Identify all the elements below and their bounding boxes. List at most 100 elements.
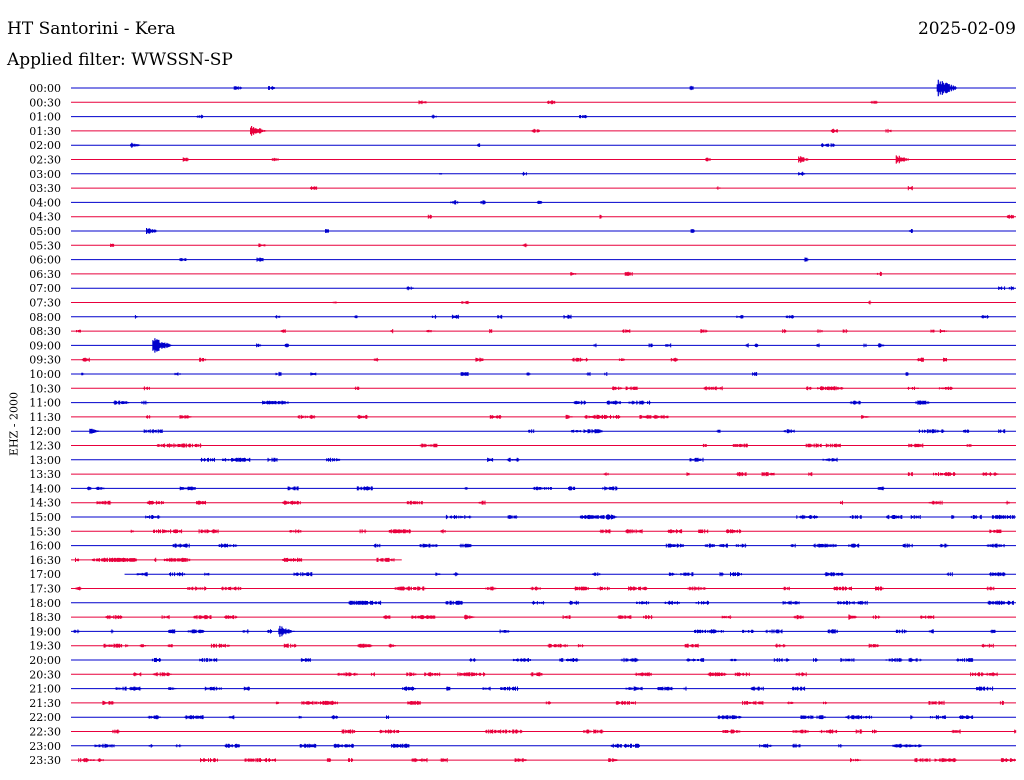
seismic-event [139,644,150,648]
time-tick-label: 10:00 [29,368,61,381]
time-tick-label: 08:30 [29,325,61,338]
noise-burst [477,143,835,148]
noise-burst [179,257,809,262]
time-tick-label: 21:30 [29,697,61,710]
time-tick-label: 07:30 [29,297,61,310]
time-tick-label: 09:30 [29,354,61,367]
time-tick-label: 11:30 [29,411,61,424]
noise-burst [94,743,922,748]
time-tick-label: 11:00 [29,397,61,410]
noise-burst [105,615,935,620]
seismic-event [798,156,813,163]
time-tick-label: 14:00 [29,482,61,495]
time-tick-label: 20:00 [29,654,61,667]
time-tick-label: 15:30 [29,525,61,538]
seismic-event [574,658,585,662]
noise-burst [406,286,1014,291]
noise-burst [570,271,882,276]
noise-burst [156,443,972,448]
noise-burst [182,157,711,162]
noise-burst [81,371,909,377]
time-tick-label: 23:30 [29,754,61,767]
time-tick-label: 16:00 [29,540,61,553]
time-tick-label: 17:00 [29,568,61,581]
noise-burst [256,343,885,348]
time-tick-label: 09:00 [29,339,61,352]
time-tick-label: 07:00 [29,282,61,295]
noise-burst [531,128,892,133]
time-tick-label: 01:30 [29,125,61,138]
noise-burst [75,557,395,562]
time-tick-label: 00:30 [29,96,61,109]
seismic-event [168,687,179,690]
station-title: HT Santorini - Kera [7,19,176,39]
noise-burst [143,429,1006,434]
noise-burst [110,243,528,248]
noise-burst [200,457,838,462]
time-tick-label: 20:30 [29,668,61,681]
time-tick-label: 15:00 [29,511,61,524]
seismic-event [146,228,160,234]
seismic-event [939,329,950,333]
time-tick-label: 19:00 [29,625,61,638]
seismic-event [152,338,174,353]
time-tick-label: 21:00 [29,683,61,696]
noise-burst [134,314,989,319]
seismic-event [895,155,911,164]
noise-burst [76,329,935,334]
noise-burst [310,186,913,191]
seismic-event [168,444,179,447]
time-tick-label: 18:00 [29,597,61,610]
noise-burst [133,672,998,677]
seismic-event [936,79,960,97]
noise-burst [427,214,1014,219]
time-tick-label: 05:00 [29,225,61,238]
time-tick-label: 02:00 [29,139,61,152]
time-tick-label: 05:30 [29,239,61,252]
noise-burst [146,414,669,419]
seismic-event [861,415,872,419]
noise-burst [75,586,995,591]
time-tick-label: 02:30 [29,154,61,167]
noise-burst [147,715,974,720]
seismic-event [848,614,861,620]
time-tick-label: 01:00 [29,111,61,124]
seismic-event [250,126,268,136]
time-tick-label: 19:30 [29,640,61,653]
noise-burst [81,357,947,362]
time-tick-label: 23:00 [29,740,61,753]
record-date: 2025-02-09 [917,19,1016,39]
time-tick-label: 13:00 [29,454,61,467]
time-tick-label: 06:00 [29,254,61,267]
time-tick-label: 06:30 [29,268,61,281]
time-tick-label: 22:00 [29,711,61,724]
time-tick-label: 00:00 [29,82,61,95]
seismic-event [426,329,437,333]
noise-burst [96,500,1010,505]
time-tick-label: 16:30 [29,554,61,567]
time-tick-label: 12:30 [29,440,61,453]
time-tick-label: 22:30 [29,726,61,739]
noise-burst [450,200,543,205]
time-tick-label: 04:30 [29,211,61,224]
noise-burst [439,171,806,176]
time-tick-label: 10:30 [29,382,61,395]
noise-burst [151,657,974,663]
seismic-event [605,514,620,520]
noise-burst [136,572,1006,577]
seismic-event [668,572,680,576]
time-tick-label: 04:00 [29,196,61,209]
noise-burst [145,514,1016,520]
time-tick-label: 14:30 [29,497,61,510]
noise-burst [73,629,996,634]
seismic-event [278,625,296,637]
time-tick-label: 03:30 [29,182,61,195]
noise-burst [142,386,953,391]
noise-burst [115,686,994,691]
noise-burst [130,529,1002,534]
noise-burst [113,400,930,405]
noise-burst [332,300,872,305]
noise-burst [172,543,1005,548]
noise-burst [348,600,1014,605]
